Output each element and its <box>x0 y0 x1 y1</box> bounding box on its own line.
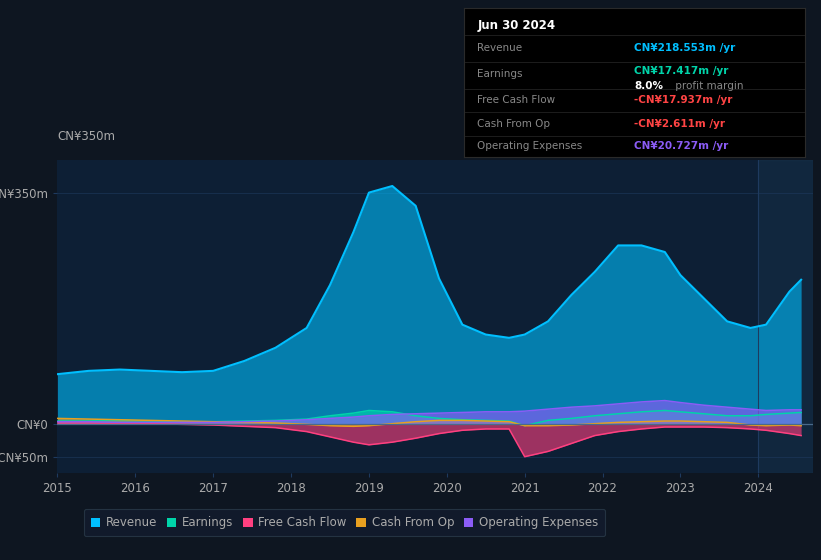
Bar <box>759 160 813 473</box>
Text: Free Cash Flow: Free Cash Flow <box>478 95 556 105</box>
Text: Revenue: Revenue <box>478 44 523 53</box>
Text: CN¥218.553m /yr: CN¥218.553m /yr <box>635 44 736 53</box>
Text: -CN¥17.937m /yr: -CN¥17.937m /yr <box>635 95 732 105</box>
Text: Earnings: Earnings <box>478 69 523 79</box>
Text: Jun 30 2024: Jun 30 2024 <box>478 19 556 32</box>
Text: CN¥20.727m /yr: CN¥20.727m /yr <box>635 142 728 151</box>
Text: CN¥17.417m /yr: CN¥17.417m /yr <box>635 66 728 76</box>
Legend: Revenue, Earnings, Free Cash Flow, Cash From Op, Operating Expenses: Revenue, Earnings, Free Cash Flow, Cash … <box>84 509 605 536</box>
Text: -CN¥2.611m /yr: -CN¥2.611m /yr <box>635 119 725 129</box>
Text: 8.0%: 8.0% <box>635 81 663 91</box>
Text: profit margin: profit margin <box>672 81 743 91</box>
Text: Cash From Op: Cash From Op <box>478 119 551 129</box>
Text: CN¥350m: CN¥350m <box>57 130 116 143</box>
Text: Operating Expenses: Operating Expenses <box>478 142 583 151</box>
